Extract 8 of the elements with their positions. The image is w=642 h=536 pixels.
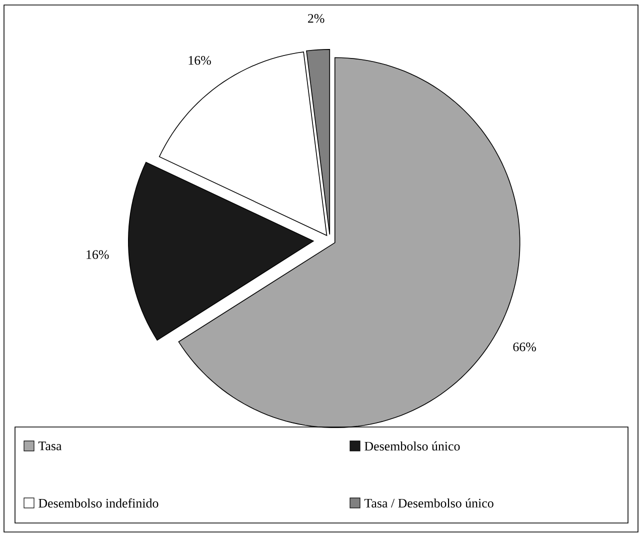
legend-label: Tasa / Desembolso único <box>364 498 494 508</box>
legend-label: Desembolso único <box>364 441 460 451</box>
data-label: 2% <box>308 14 324 23</box>
data-label: 66% <box>513 342 536 352</box>
legend-label: Tasa <box>38 442 62 450</box>
legend-label: Desembolso indefinido <box>38 498 158 508</box>
data-label: 16% <box>86 250 109 260</box>
data-label: 16% <box>188 56 211 65</box>
